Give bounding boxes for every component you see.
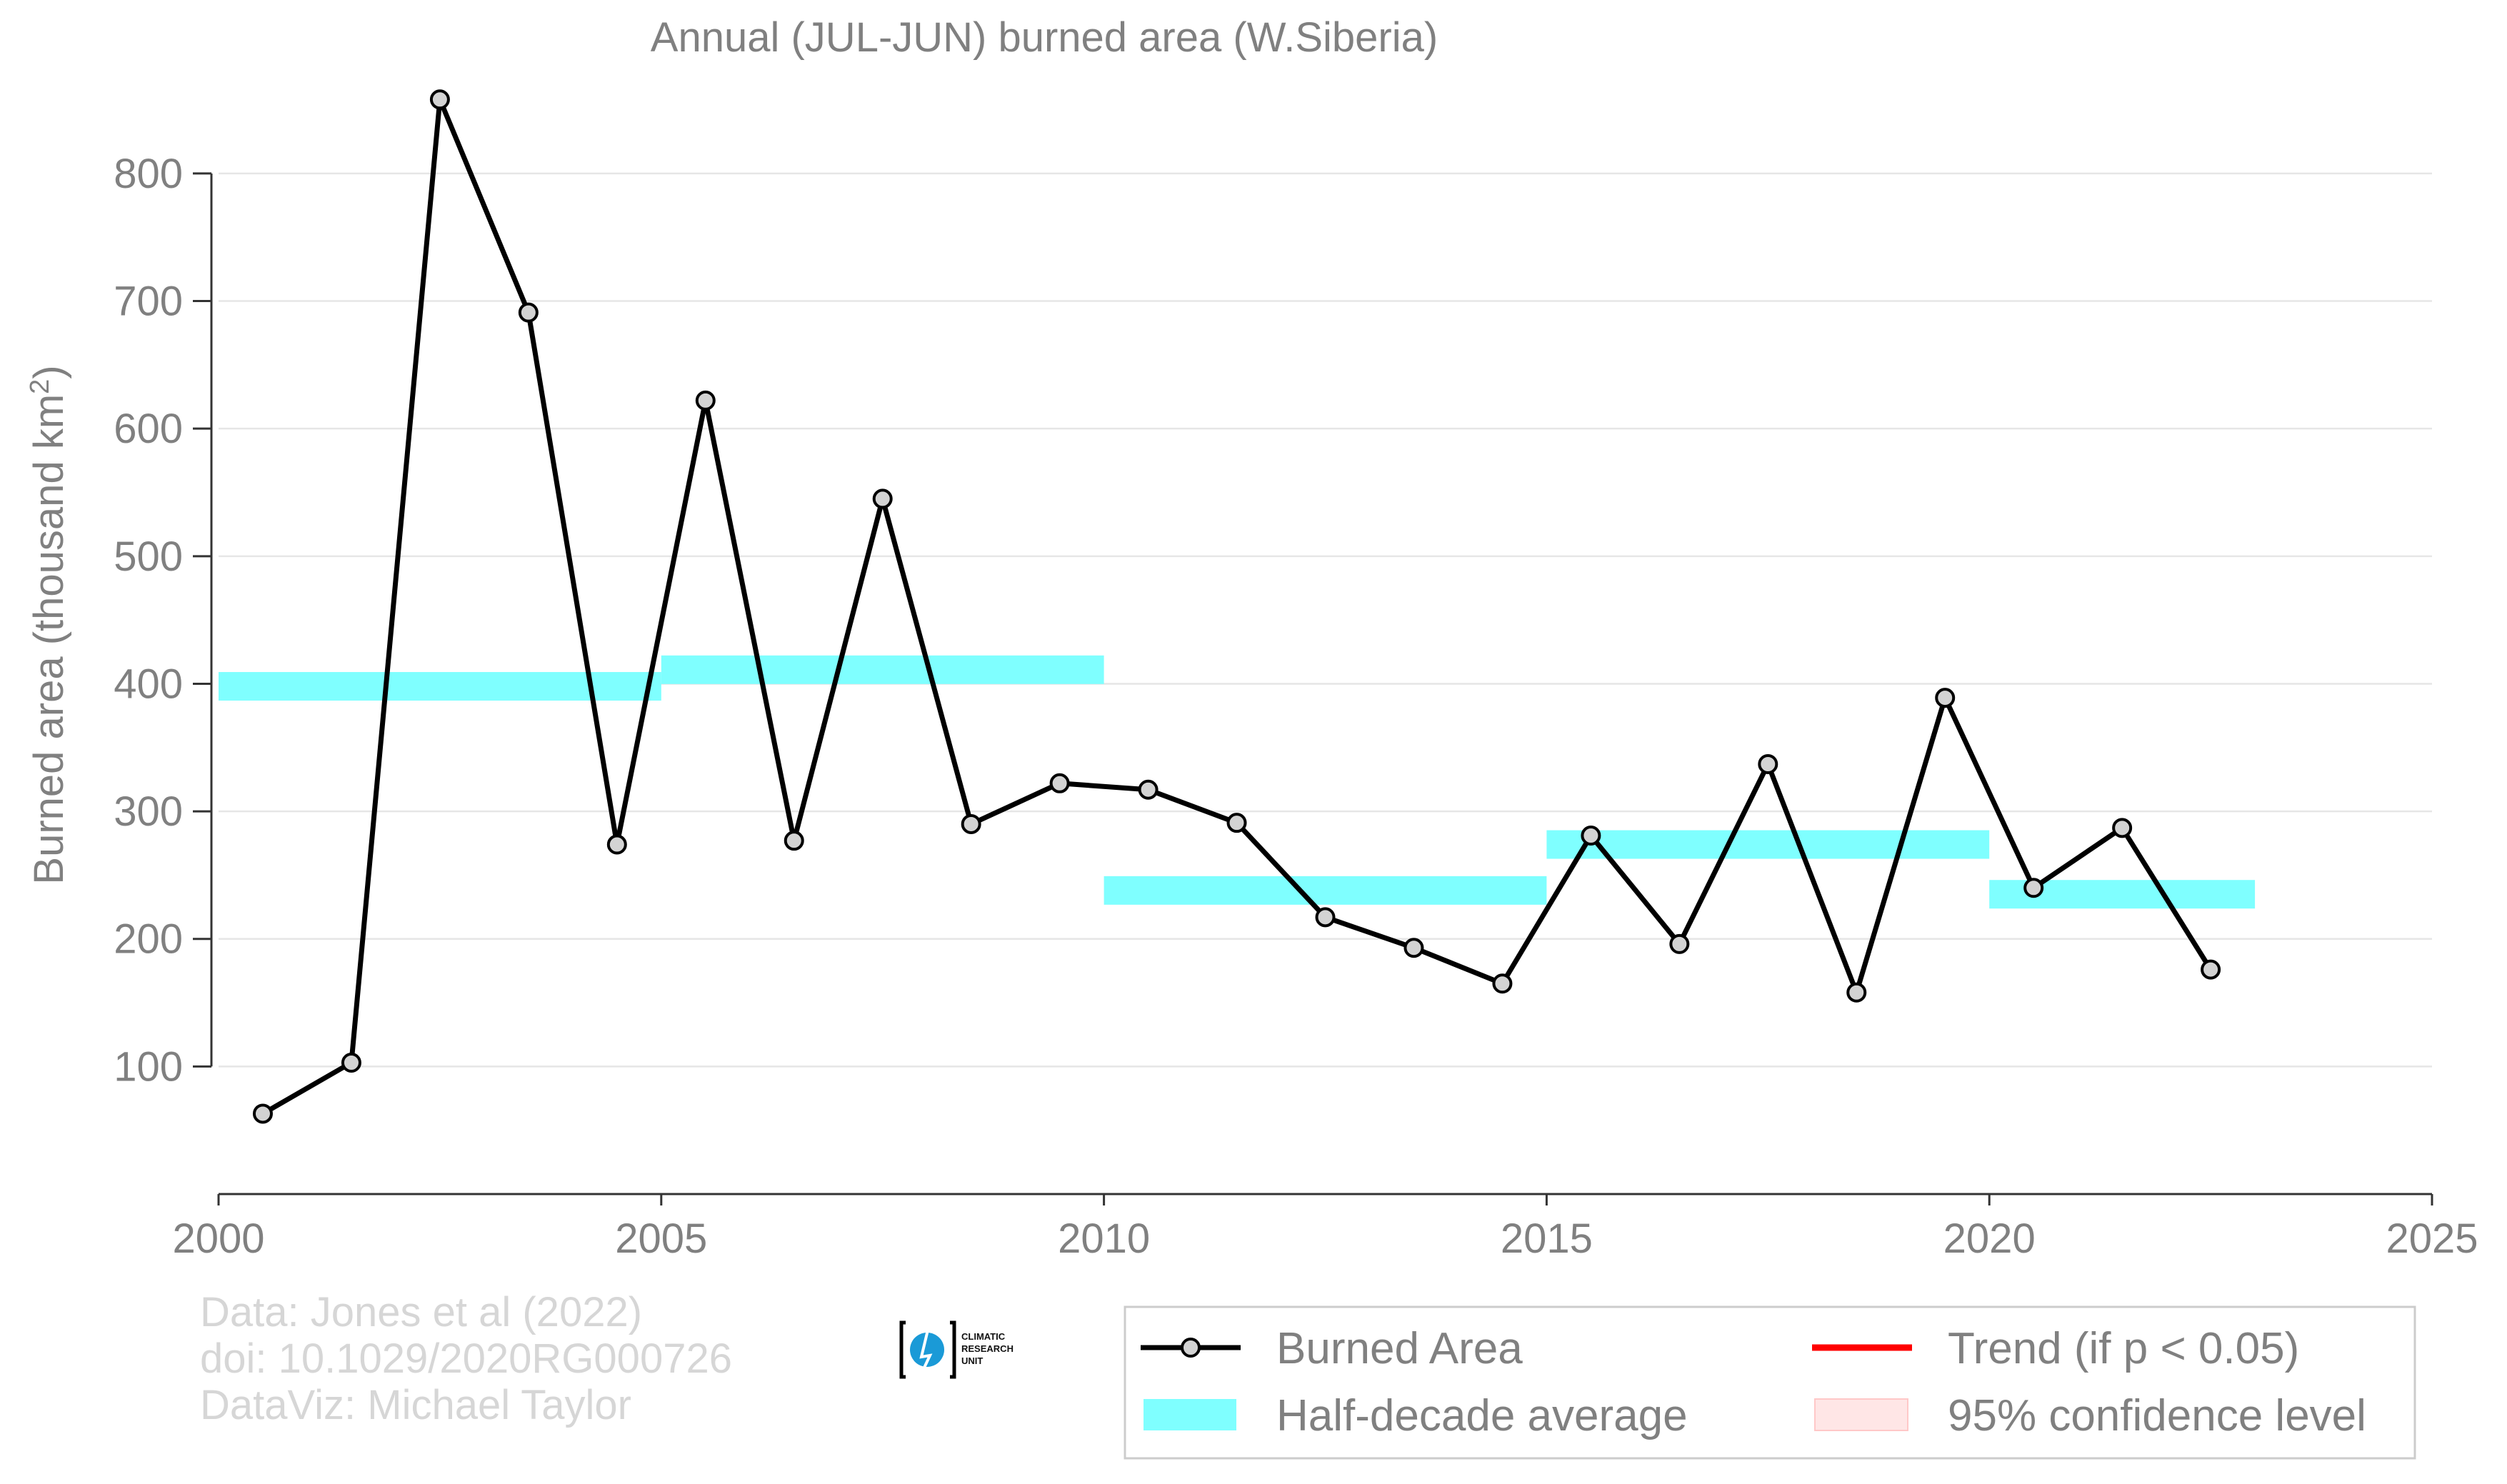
y-tick-label-500: 500 xyxy=(114,533,183,580)
data-point-2019.5 xyxy=(1935,688,1956,708)
cru-logo: CLIMATIC RESEARCH UNIT xyxy=(899,1320,1014,1380)
data-point-2001.5 xyxy=(341,1053,361,1073)
data-point-2013.5 xyxy=(1403,938,1424,958)
x-tick-label-2025: 2025 xyxy=(2386,1215,2478,1262)
y-tick-label-600: 600 xyxy=(114,406,183,452)
burned-area-series xyxy=(261,96,2213,1116)
y-tick-label-200: 200 xyxy=(114,916,183,963)
x-tick-label-2010: 2010 xyxy=(1058,1215,1150,1262)
data-point-2004.5 xyxy=(606,834,627,855)
logo-text-line3: UNIT xyxy=(961,1355,983,1366)
logo-text-line1: CLIMATIC xyxy=(961,1331,1006,1342)
logo-text-line2: RESEARCH xyxy=(961,1343,1014,1354)
data-point-2015.5 xyxy=(1581,826,1601,846)
legend-half-decade-label: Half-decade average xyxy=(1276,1391,1688,1440)
data-point-2021.5 xyxy=(2112,818,2133,838)
y-tick-label-400: 400 xyxy=(114,661,183,707)
data-point-2014.5 xyxy=(1492,973,1513,994)
credit-doi: doi: 10.1029/2020RG000726 xyxy=(200,1335,732,1382)
gridlines xyxy=(219,172,2432,1068)
credit-dataviz: DataViz: Michael Taylor xyxy=(200,1382,631,1428)
data-point-2002.5 xyxy=(429,89,450,110)
legend-frame xyxy=(1124,1305,2416,1460)
legend-confidence-label: 95% confidence level xyxy=(1948,1391,2366,1440)
data-point-2020.5 xyxy=(2023,878,2044,898)
data-point-2022.5 xyxy=(2201,959,2221,980)
credits: Data: Jones et al (2022) doi: 10.1029/20… xyxy=(200,1289,732,1428)
legend-confidence-swatch xyxy=(1814,1398,1908,1431)
y-axis-label-close: ) xyxy=(26,365,72,378)
y-axis-label-text: Burned area (thousand km xyxy=(26,394,72,885)
half-decade-band-1 xyxy=(661,655,1104,684)
chart-title: Annual (JUL-JUN) burned area (W.Siberia) xyxy=(651,14,1438,61)
x-tick-label-2015: 2015 xyxy=(1501,1215,1593,1262)
data-point-2005.5 xyxy=(695,390,716,411)
logo-globe-icon xyxy=(910,1333,944,1367)
legend: Burned Area Trend (if p < 0.05) Half-dec… xyxy=(1124,1305,2416,1460)
burned-area-line xyxy=(261,96,2213,1116)
logo-bolt-icon xyxy=(917,1320,933,1380)
data-point-2006.5 xyxy=(784,831,804,851)
y-tick-label-300: 300 xyxy=(114,788,183,835)
half-decade-band-2 xyxy=(1104,876,1547,905)
data-point-2010.5 xyxy=(1138,779,1159,800)
half-decade-band-3 xyxy=(1546,830,1990,859)
data-point-2007.5 xyxy=(872,488,893,509)
svg-text:Burned area (thousand km2): Burned area (thousand km2) xyxy=(25,365,72,884)
data-point-2012.5 xyxy=(1315,907,1336,928)
legend-trend-label: Trend (if p < 0.05) xyxy=(1948,1324,2299,1373)
data-point-2017.5 xyxy=(1758,753,1778,774)
burned-area-markers xyxy=(252,89,2221,1124)
y-axis-label: Burned area (thousand km2) xyxy=(25,365,72,884)
axes: 100 200 300 400 500 600 700 800 2000 2005 2010 2015… xyxy=(114,151,2478,1262)
x-tick-label-2000: 2000 xyxy=(172,1215,264,1262)
y-tick-label-700: 700 xyxy=(114,279,183,325)
logo-bracket-icon xyxy=(899,1320,956,1379)
y-axis-label-superscript: 2 xyxy=(25,379,55,394)
data-point-2000.5 xyxy=(252,1103,273,1124)
y-tick-label-800: 800 xyxy=(114,151,183,197)
x-tick-label-2005: 2005 xyxy=(615,1215,707,1262)
data-point-2008.5 xyxy=(961,813,981,834)
x-tick-label-2020: 2020 xyxy=(1943,1215,2036,1262)
data-point-2018.5 xyxy=(1846,982,1867,1003)
credit-data-source: Data: Jones et al (2022) xyxy=(200,1289,642,1335)
data-point-2011.5 xyxy=(1226,813,1247,833)
data-point-2016.5 xyxy=(1669,933,1690,954)
data-point-2003.5 xyxy=(518,302,539,323)
legend-burned-area-marker-icon xyxy=(1181,1338,1201,1358)
legend-burned-area-label: Burned Area xyxy=(1276,1324,1523,1373)
legend-half-decade-swatch xyxy=(1144,1399,1236,1430)
y-tick-label-100: 100 xyxy=(114,1043,183,1090)
data-point-2009.5 xyxy=(1049,773,1070,793)
